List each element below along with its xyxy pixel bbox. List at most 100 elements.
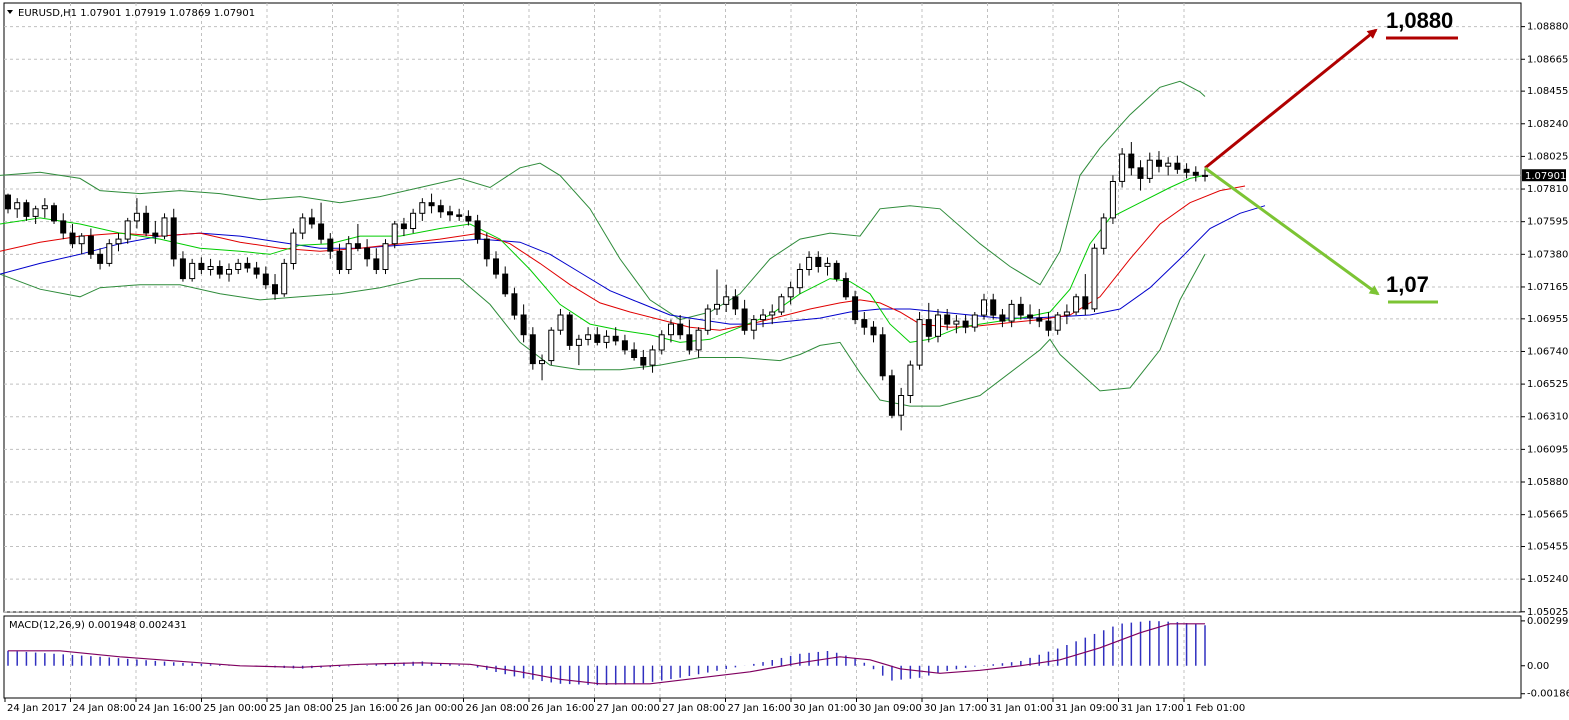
time-tick-label: 26 Jan 00:00 <box>400 703 463 714</box>
candle-bull <box>971 314 978 328</box>
candle-bull <box>935 314 941 337</box>
price-tick-label: 1.06310 <box>1527 412 1568 423</box>
candle-bull <box>668 323 674 336</box>
candle-bull <box>419 202 426 214</box>
candle-bear <box>262 273 269 286</box>
candle-bear <box>999 314 1006 322</box>
candle-bull <box>299 217 306 234</box>
price-tick-label: 1.08455 <box>1527 86 1568 97</box>
candle-bear <box>336 250 343 271</box>
candle-bull <box>1202 174 1208 177</box>
candle-bull <box>1008 303 1015 322</box>
macd-grid <box>70 616 1185 698</box>
time-tick-label: 26 Jan 08:00 <box>466 703 529 714</box>
candle-bear <box>640 357 647 366</box>
candle-bear <box>97 253 104 264</box>
macd-tick-label: 0.002991 <box>1527 616 1569 627</box>
candle-bull <box>695 329 702 351</box>
candle-bear <box>1192 171 1199 176</box>
candle-bull <box>1165 162 1172 167</box>
candle-bear <box>686 334 693 351</box>
candle-bull <box>189 262 196 280</box>
candle-bear <box>1036 317 1043 322</box>
candle-bear <box>364 247 371 260</box>
candle-bull <box>649 349 656 366</box>
candle-bear <box>990 299 997 316</box>
candle-bear <box>253 267 260 275</box>
candle-bear <box>529 334 536 365</box>
main-pane <box>3 2 1522 613</box>
time-tick-label: 30 Jan 17:00 <box>924 703 987 714</box>
candle-bull <box>796 269 803 289</box>
candle-bull <box>32 208 39 217</box>
candle-bear <box>566 314 573 346</box>
candle-bear <box>888 375 895 416</box>
price-axis: 1.08880 1.08665 1.08455 1.08240 1.08025 1.078… <box>1521 22 1568 618</box>
time-tick-label: 31 Jan 01:00 <box>990 703 1053 714</box>
price-tick-label: 1.05240 <box>1527 574 1568 585</box>
target-down-label: 1,07 <box>1386 272 1429 297</box>
candle-bull <box>391 223 398 245</box>
dropdown-triangle-icon[interactable] <box>7 10 13 14</box>
candle-bear <box>87 235 94 255</box>
candle-bull <box>1100 217 1107 249</box>
candle-bull <box>1119 153 1126 182</box>
candle-bull <box>106 243 113 264</box>
candle-bull <box>290 232 297 265</box>
candle-bear <box>962 320 969 328</box>
candle-bear <box>400 223 407 230</box>
candle-bear <box>520 314 527 336</box>
candle-bear <box>1137 167 1144 179</box>
candle-bear <box>511 293 518 316</box>
candle-bear <box>502 273 509 295</box>
candle-bear <box>373 258 380 270</box>
price-tick-label: 1.08240 <box>1527 119 1568 130</box>
candle-bull <box>1091 247 1098 310</box>
candle-bull <box>548 329 555 362</box>
candle-bull <box>778 296 785 313</box>
candle-bear <box>244 262 251 269</box>
macd-indicator <box>7 620 1206 686</box>
candle-bull <box>714 303 720 310</box>
macd-axis: 0.002991 0.00 -0.001865 <box>1521 616 1569 700</box>
candle-bear <box>741 308 748 331</box>
last-price-text: 1.07901 <box>1525 171 1566 182</box>
candle-bear <box>1174 162 1181 170</box>
candle-bear <box>1082 296 1089 310</box>
candle-bull <box>382 243 389 270</box>
bollinger-lower-line <box>0 254 1206 407</box>
ma-fast-line <box>0 174 1206 343</box>
candle-bear <box>179 258 186 280</box>
time-tick-label: 24 Jan 16:00 <box>138 703 201 714</box>
price-tick-label: 1.06525 <box>1527 379 1568 390</box>
candle-bear <box>732 296 739 310</box>
candle-bear <box>1128 153 1135 169</box>
candle-bull <box>133 212 140 222</box>
candle-bear <box>925 319 932 337</box>
time-axis: 24 Jan 2017 24 Jan 08:00 24 Jan 16:00 25 Ja… <box>4 698 1245 714</box>
candle-bear <box>51 205 57 222</box>
candle-bull <box>916 319 923 366</box>
candle-bull <box>539 360 545 365</box>
candle-bear <box>327 238 334 252</box>
candle-bear <box>1045 320 1052 331</box>
candle-bear <box>842 278 849 298</box>
ma-slow-line <box>0 205 1266 325</box>
time-tick-label: 24 Jan 2017 <box>7 703 67 714</box>
candle-bear <box>944 314 951 325</box>
price-tick-label: 1.07380 <box>1527 249 1568 260</box>
candle-bear <box>152 232 159 237</box>
time-tick-label: 1 Feb 01:00 <box>1186 703 1245 714</box>
candle-bear <box>465 215 472 222</box>
candle-bull <box>124 220 131 240</box>
candle-bull <box>281 262 288 295</box>
time-tick-label: 31 Jan 09:00 <box>1055 703 1118 714</box>
candle-bear <box>852 296 859 321</box>
price-tick-label: 1.06955 <box>1527 314 1568 325</box>
target-up-label: 1,0880 <box>1386 8 1453 33</box>
price-tick-label: 1.05665 <box>1527 510 1568 521</box>
price-tick-label: 1.07595 <box>1527 217 1568 228</box>
price-tick-label: 1.08665 <box>1527 54 1568 65</box>
candle-bull <box>704 308 711 331</box>
